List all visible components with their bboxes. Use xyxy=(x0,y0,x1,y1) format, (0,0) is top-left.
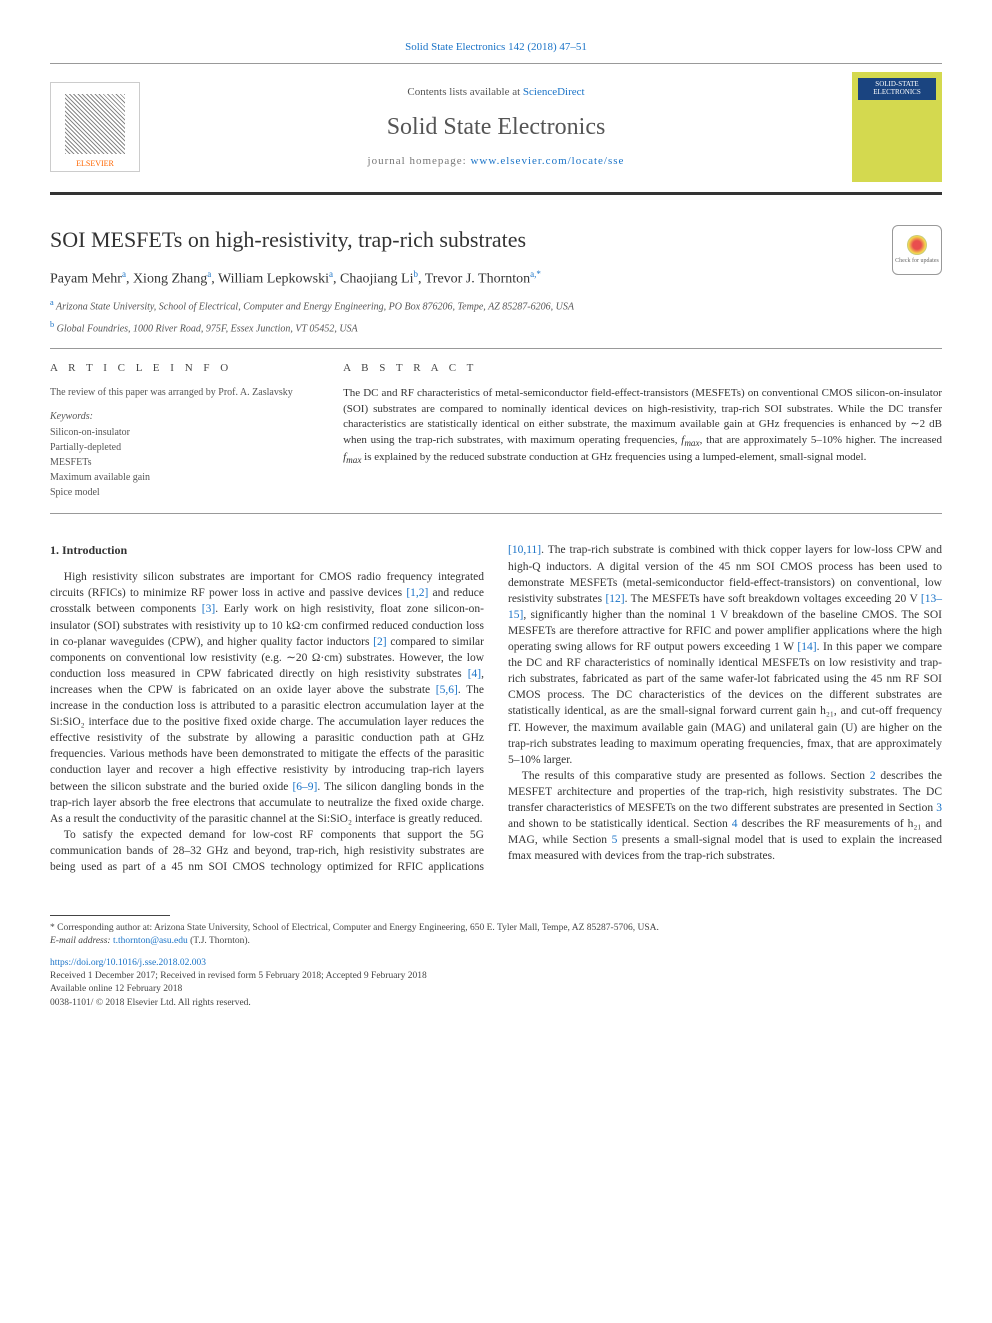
elsevier-tree-icon xyxy=(65,94,125,154)
review-note: The review of this paper was arranged by… xyxy=(50,386,319,400)
separator-rule xyxy=(50,348,942,349)
check-for-updates-button[interactable]: Check for updates xyxy=(892,225,942,275)
citation-link[interactable]: [2] xyxy=(373,636,386,648)
homepage-link[interactable]: www.elsevier.com/locate/sse xyxy=(470,155,624,167)
journal-title: Solid State Electronics xyxy=(140,111,852,145)
article-info-block: A R T I C L E I N F O The review of this… xyxy=(50,361,319,501)
citation-link[interactable]: [14] xyxy=(797,641,816,653)
journal-cover-title: SOLID-STATE ELECTRONICS xyxy=(858,78,936,99)
contents-line: Contents lists available at ScienceDirec… xyxy=(140,85,852,100)
body-text: and shown to be statistically identical.… xyxy=(508,818,732,830)
abstract-heading: A B S T R A C T xyxy=(343,361,942,376)
email-suffix: (T.J. Thornton). xyxy=(188,936,250,946)
citation-link[interactable]: [6–9] xyxy=(292,781,317,793)
abstract-text: The DC and RF characteristics of metal-s… xyxy=(343,386,942,466)
citation-link[interactable]: [5,6] xyxy=(436,684,458,696)
abstract-block: A B S T R A C T The DC and RF characteri… xyxy=(343,361,942,501)
received-line: Received 1 December 2017; Received in re… xyxy=(50,970,942,983)
elsevier-logo: ELSEVIER xyxy=(50,82,140,172)
keyword-item: Maximum available gain xyxy=(50,471,319,485)
check-updates-label: Check for updates xyxy=(895,257,939,265)
doi-link[interactable]: https://doi.org/10.1016/j.sse.2018.02.00… xyxy=(50,958,206,968)
citation-link[interactable]: [1,2] xyxy=(406,587,428,599)
copyright-line: 0038-1101/ © 2018 Elsevier Ltd. All righ… xyxy=(50,997,942,1010)
body-text: . The MESFETs have soft breakdown voltag… xyxy=(625,593,921,605)
body-text: The results of this comparative study ar… xyxy=(522,770,870,782)
corresponding-author-footnote: * Corresponding author at: Arizona State… xyxy=(50,922,942,949)
issue-citation[interactable]: Solid State Electronics 142 (2018) 47–51 xyxy=(50,40,942,55)
header-center: Contents lists available at ScienceDirec… xyxy=(140,85,852,169)
keyword-item: Partially-depleted xyxy=(50,441,319,455)
doi-block: https://doi.org/10.1016/j.sse.2018.02.00… xyxy=(50,957,942,1010)
citation-link[interactable]: [12] xyxy=(605,593,624,605)
article-title: SOI MESFETs on high-resistivity, trap-ri… xyxy=(50,225,942,256)
email-link[interactable]: t.thornton@asu.edu xyxy=(113,936,188,946)
authors-line: Payam Mehra, Xiong Zhanga, William Lepko… xyxy=(50,268,942,289)
available-line: Available online 12 February 2018 xyxy=(50,983,942,996)
affiliation-line: b Global Foundries, 1000 River Road, 975… xyxy=(50,319,942,336)
keywords-heading: Keywords: xyxy=(50,410,319,424)
section-heading-intro: 1. Introduction xyxy=(50,542,484,559)
sciencedirect-link[interactable]: ScienceDirect xyxy=(523,86,585,98)
section-link[interactable]: 3 xyxy=(936,802,942,814)
keyword-item: Silicon-on-insulator xyxy=(50,426,319,440)
body-paragraph-1: High resistivity silicon substrates are … xyxy=(50,569,484,827)
email-label: E-mail address: xyxy=(50,936,113,946)
footnote-separator xyxy=(50,915,170,916)
contents-prefix: Contents lists available at xyxy=(407,86,522,98)
article-info-heading: A R T I C L E I N F O xyxy=(50,361,319,376)
separator-rule xyxy=(50,513,942,514)
citation-link[interactable]: [3] xyxy=(202,603,215,615)
corresponding-text: * Corresponding author at: Arizona State… xyxy=(50,922,942,935)
journal-cover-thumbnail: SOLID-STATE ELECTRONICS xyxy=(852,72,942,182)
body-text: To satisfy the expected demand for low-c… xyxy=(50,829,484,873)
citation-link[interactable]: [10,11] xyxy=(508,544,541,556)
body-paragraph-3: The results of this comparative study ar… xyxy=(508,768,942,865)
crossmark-icon xyxy=(907,235,927,255)
homepage-prefix: journal homepage: xyxy=(368,155,471,167)
body-two-column: 1. Introduction High resistivity silicon… xyxy=(50,542,942,875)
affiliation-line: a Arizona State University, School of El… xyxy=(50,297,942,314)
body-text: . In this paper we compare the DC and RF… xyxy=(508,641,942,766)
citation-link[interactable]: [4] xyxy=(468,668,481,680)
keyword-item: Spice model xyxy=(50,486,319,500)
body-text: . The increase in the conduction loss is… xyxy=(50,684,484,793)
journal-header-bar: ELSEVIER Contents lists available at Sci… xyxy=(50,63,942,195)
keyword-item: MESFETs xyxy=(50,456,319,470)
elsevier-label: ELSEVIER xyxy=(76,158,114,169)
homepage-line: journal homepage: www.elsevier.com/locat… xyxy=(140,154,852,169)
